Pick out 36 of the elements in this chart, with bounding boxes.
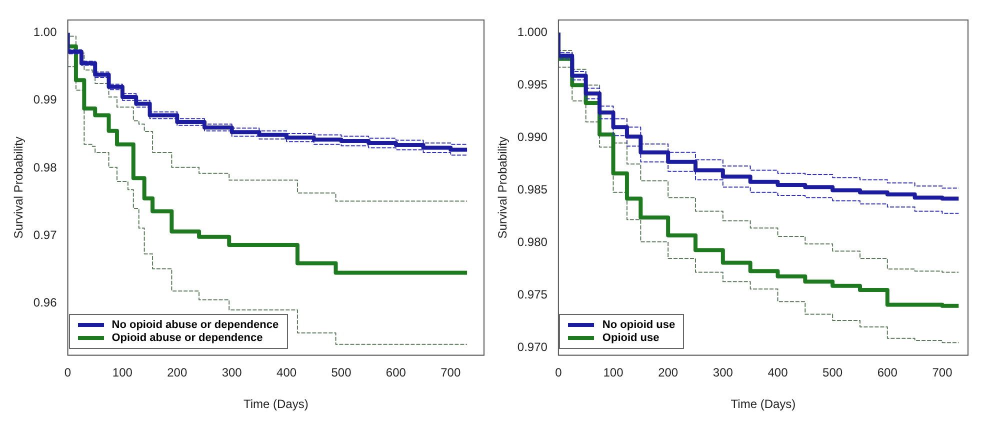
x-tick-label: 100	[603, 366, 624, 380]
x-tick-label: 200	[658, 366, 678, 380]
y-tick-label: 0.995	[517, 77, 548, 92]
legend-label: No opioid abuse or dependence	[112, 319, 279, 332]
legend-label: Opioid abuse or dependence	[112, 332, 263, 344]
y-tick-label: 1.000	[517, 24, 548, 39]
y-tick-label: 0.980	[517, 235, 548, 250]
x-tick-label: 300	[222, 366, 242, 380]
y-tick-label: 0.990	[517, 130, 548, 144]
y-axis-title: Survival Probability	[496, 136, 510, 239]
y-tick-label: 0.99	[33, 92, 58, 107]
y-tick-label: 0.98	[33, 160, 58, 174]
x-tick-label: 600	[877, 366, 898, 380]
x-tick-label: 700	[932, 366, 953, 380]
legend-label: Opioid use	[602, 332, 660, 344]
x-tick-label: 300	[712, 366, 734, 380]
y-tick-label: 0.96	[33, 295, 58, 310]
y-tick-label: 0.97	[33, 228, 58, 242]
x-tick-label: 400	[276, 366, 297, 380]
x-tick-label: 0	[555, 366, 562, 380]
y-tick-label: 0.970	[517, 340, 548, 354]
legend-label: No opioid use	[602, 319, 676, 332]
x-axis-title: Time (Days)	[243, 397, 308, 412]
x-tick-label: 0	[64, 366, 72, 380]
x-tick-label: 400	[768, 366, 788, 380]
x-tick-label: 500	[331, 366, 352, 380]
y-tick-label: 1.00	[33, 25, 58, 40]
y-axis-title: Survival Probability	[12, 136, 26, 239]
x-tick-label: 700	[440, 366, 461, 380]
x-tick-label: 100	[112, 366, 133, 380]
x-tick-label: 600	[386, 366, 406, 380]
x-tick-label: 200	[167, 366, 188, 380]
y-tick-label: 0.985	[517, 182, 548, 197]
y-tick-label: 0.975	[517, 288, 548, 302]
x-tick-label: 500	[822, 366, 843, 380]
x-axis-title: Time (Days)	[730, 397, 796, 412]
